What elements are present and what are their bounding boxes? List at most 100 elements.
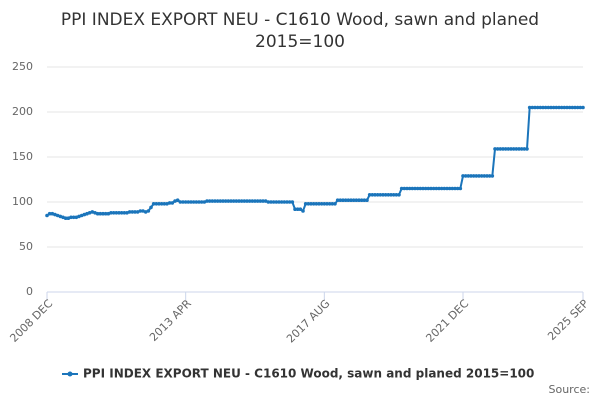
point	[509, 147, 513, 151]
point	[447, 186, 452, 191]
point	[151, 202, 156, 206]
point	[405, 186, 409, 191]
point	[450, 186, 455, 191]
point	[213, 199, 217, 203]
point	[530, 105, 535, 110]
point	[245, 199, 249, 203]
point	[154, 202, 159, 206]
source: Source:	[549, 383, 591, 396]
point	[215, 199, 220, 203]
point	[111, 211, 116, 215]
y-tick-label: 50	[19, 240, 33, 253]
point	[463, 174, 468, 178]
point	[349, 198, 353, 202]
point	[205, 199, 209, 203]
legend-label: PPI INDEX EXPORT NEU - C1610 Wood, sawn …	[83, 367, 534, 381]
point	[562, 105, 567, 110]
point	[221, 199, 225, 203]
point	[71, 215, 76, 220]
y-tick-label: 250	[12, 60, 33, 73]
x-tick-label: 2025 SEP	[545, 297, 591, 343]
point	[554, 105, 559, 110]
point	[101, 211, 105, 216]
point	[551, 105, 556, 110]
point	[389, 193, 393, 197]
point	[407, 186, 412, 191]
point	[578, 105, 583, 110]
point	[431, 186, 436, 191]
legend-marker	[67, 371, 73, 377]
x-tick-label: 2021 DEC	[423, 297, 471, 345]
point	[186, 200, 191, 204]
point	[159, 202, 164, 206]
point	[461, 174, 465, 178]
point	[119, 211, 124, 215]
point	[543, 105, 548, 110]
point	[271, 200, 276, 204]
point	[149, 205, 153, 210]
point	[250, 199, 255, 203]
point	[474, 174, 479, 178]
point	[279, 200, 284, 204]
point	[383, 193, 388, 197]
point	[274, 200, 279, 204]
point	[47, 211, 52, 216]
point	[127, 210, 132, 214]
point	[114, 211, 119, 215]
point	[373, 193, 377, 197]
point	[541, 105, 545, 110]
point	[207, 199, 212, 203]
point	[210, 199, 215, 203]
point	[482, 174, 487, 178]
point	[570, 105, 575, 110]
point	[581, 105, 585, 110]
point	[346, 198, 351, 202]
point	[306, 202, 311, 206]
point	[277, 200, 281, 204]
point	[367, 193, 372, 197]
point	[223, 199, 228, 203]
point	[117, 211, 121, 215]
y-tick-label: 200	[12, 105, 33, 118]
point	[487, 174, 492, 178]
point	[429, 186, 433, 191]
point	[378, 193, 383, 197]
point	[506, 147, 511, 151]
point	[535, 105, 540, 110]
point	[575, 105, 580, 110]
point	[573, 105, 577, 110]
point	[565, 105, 569, 110]
point	[453, 186, 457, 191]
x-tick-label: 2008 DEC	[7, 297, 55, 345]
point	[455, 186, 460, 191]
point	[311, 202, 316, 206]
point	[375, 193, 380, 197]
x-tick-label: 2013 APR	[147, 297, 194, 344]
point	[413, 186, 417, 191]
point	[402, 186, 407, 191]
point	[477, 174, 481, 178]
point	[527, 105, 532, 110]
point	[103, 211, 108, 216]
point	[458, 186, 463, 191]
point	[242, 199, 247, 203]
point	[386, 193, 391, 197]
point	[362, 198, 367, 202]
point	[247, 199, 252, 203]
point	[322, 202, 327, 206]
point	[437, 186, 441, 191]
point	[63, 216, 68, 220]
point	[314, 202, 319, 206]
point	[538, 105, 543, 110]
point	[218, 199, 223, 203]
point	[434, 186, 439, 191]
point	[421, 186, 425, 191]
point	[391, 193, 396, 197]
point	[199, 200, 204, 204]
point	[511, 147, 516, 151]
point	[485, 174, 489, 178]
point	[471, 174, 476, 178]
point	[519, 147, 524, 151]
point	[95, 211, 100, 216]
